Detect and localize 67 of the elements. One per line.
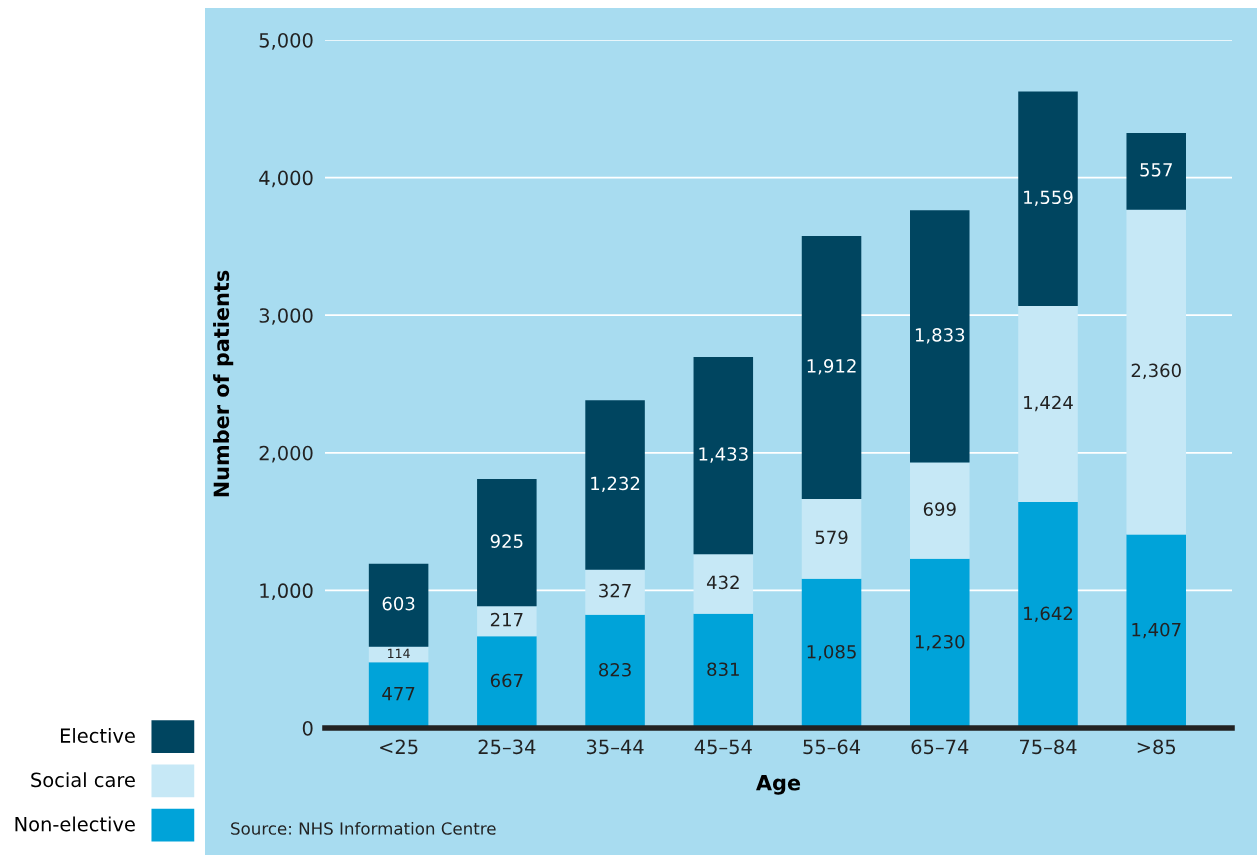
x-tick-label: <25 — [380, 739, 418, 755]
data-label: 1,912 — [807, 359, 856, 375]
x-tick-label: 55–64 — [803, 739, 861, 755]
bar — [693, 554, 754, 614]
data-label: 823 — [599, 662, 631, 677]
y-tick-label: 4,000 — [259, 170, 313, 188]
data-label: 1,232 — [591, 476, 640, 493]
bar — [368, 563, 429, 647]
legend-label: Non-elective — [15, 816, 135, 832]
data-label: 1,833 — [915, 328, 965, 344]
bar — [1126, 209, 1186, 535]
bar — [585, 400, 645, 570]
data-label: 1,407 — [1132, 622, 1181, 639]
bar — [1126, 133, 1186, 210]
data-label: 603 — [382, 596, 415, 611]
y-tick-label: 1,000 — [260, 583, 313, 601]
data-label: 925 — [490, 534, 523, 548]
bar — [910, 558, 970, 728]
data-label: 2,360 — [1131, 363, 1181, 380]
x-tick-label: 65–74 — [911, 739, 969, 755]
bar — [910, 462, 970, 559]
data-label: 1,433 — [699, 447, 748, 463]
data-label: 327 — [599, 583, 631, 598]
data-label: 1,085 — [807, 644, 856, 661]
data-label: 1,230 — [915, 634, 965, 651]
y-axis-title: Number of patients — [213, 270, 234, 497]
data-label: 1,424 — [1024, 395, 1073, 412]
bar — [1126, 534, 1186, 728]
legend-label: Social care — [31, 772, 135, 788]
data-label: 579 — [815, 530, 848, 545]
data-label: 217 — [490, 612, 523, 627]
x-axis-title: Age — [756, 775, 801, 795]
data-label: 831 — [707, 662, 739, 677]
legend-label: Elective — [60, 727, 135, 743]
bar — [585, 614, 645, 728]
bar — [801, 578, 862, 728]
x-tick-label: 35–44 — [586, 739, 644, 755]
y-tick-label: 3,000 — [259, 308, 313, 325]
x-tick-label: 45–54 — [694, 739, 752, 755]
bar — [693, 357, 754, 555]
bar — [801, 499, 862, 579]
data-label: 557 — [1140, 163, 1172, 177]
data-label: 667 — [490, 673, 523, 688]
bar — [1018, 502, 1078, 728]
x-tick-label: >85 — [1137, 739, 1176, 755]
data-label: 432 — [706, 575, 739, 590]
y-tick-label: 0 — [302, 720, 313, 736]
bar — [477, 636, 537, 728]
data-label: 114 — [388, 648, 410, 658]
bar — [477, 479, 537, 607]
bar — [477, 606, 537, 637]
bar — [1018, 306, 1078, 503]
source-note: Source: NHS Information Centre — [231, 821, 496, 835]
bar — [1018, 91, 1078, 307]
x-tick-label: 75–84 — [1019, 739, 1077, 755]
x-tick-label: 25–34 — [478, 739, 536, 755]
y-tick-label: 5,000 — [259, 32, 313, 50]
bar — [368, 662, 429, 728]
data-label: 699 — [923, 502, 956, 516]
data-label: 1,642 — [1024, 606, 1073, 623]
bar — [693, 613, 754, 728]
y-tick-label: 2,000 — [259, 445, 313, 463]
data-label: 477 — [382, 687, 415, 701]
bar — [585, 569, 645, 615]
data-label: 1,559 — [1024, 190, 1073, 206]
bar — [801, 235, 862, 500]
bar — [910, 210, 970, 463]
